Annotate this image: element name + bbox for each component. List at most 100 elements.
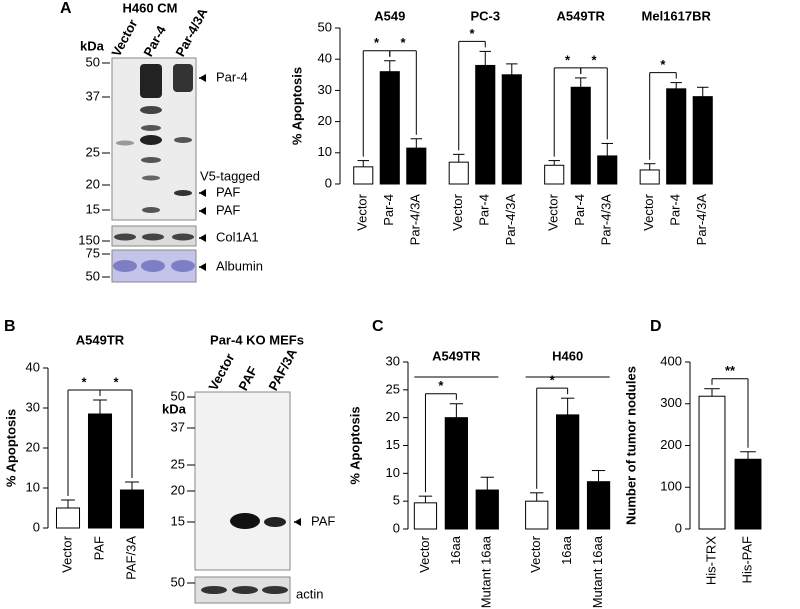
- y-axis-label: % Apoptosis: [347, 406, 362, 484]
- y-tick-label: 100: [660, 479, 682, 494]
- significance-label: *: [591, 52, 597, 67]
- y-tick-label: 5: [393, 493, 400, 508]
- y-tick-label: 40: [318, 51, 332, 66]
- bar: [406, 147, 427, 185]
- significance-label: *: [401, 35, 407, 50]
- panel-label: C: [372, 318, 384, 335]
- x-tick-label: Mutant 16aa: [590, 535, 605, 608]
- marker-label: 15: [86, 201, 100, 216]
- arrow-head: [199, 189, 206, 197]
- x-tick-label: Vector: [641, 193, 656, 231]
- bar: [448, 161, 469, 185]
- blot-a-col1a1-strip: [111, 225, 197, 247]
- y-tick-label: 15: [386, 437, 400, 452]
- x-tick-label: Vector: [528, 535, 543, 573]
- y-tick-label: 0: [393, 520, 400, 535]
- x-tick-label: Vector: [417, 535, 432, 573]
- significance-label: *: [660, 57, 666, 72]
- marker-label: 15: [171, 513, 185, 528]
- bar: [119, 489, 145, 529]
- x-tick-label: 16aa: [448, 535, 463, 565]
- y-tick-label: 200: [660, 437, 682, 452]
- bar: [475, 489, 499, 530]
- y-tick-label: 20: [26, 439, 40, 454]
- lane-label: Vector: [108, 17, 140, 59]
- bar: [525, 500, 549, 530]
- x-tick-label: Par-4/3A: [694, 194, 709, 246]
- x-tick-label: Vector: [355, 193, 370, 231]
- group-title: A549: [374, 8, 405, 23]
- bar: [501, 74, 522, 185]
- lane-label: Par-4/3A: [172, 5, 210, 59]
- significance-label: *: [550, 373, 556, 388]
- lane-label: Vector: [205, 351, 237, 393]
- blot-a-albumin-strip: [111, 249, 197, 283]
- bar: [597, 155, 618, 185]
- marker-label: 75: [86, 245, 100, 260]
- arrow-head: [294, 518, 301, 526]
- x-tick-label: Vector: [59, 535, 74, 573]
- bar: [475, 64, 496, 185]
- bar: [666, 88, 687, 185]
- y-tick-label: 300: [660, 395, 682, 410]
- blot-label: PAF: [216, 184, 240, 199]
- group-title: PC-3: [470, 8, 500, 23]
- marker-label: 150: [78, 232, 100, 247]
- significance-label: *: [374, 35, 380, 50]
- panel-label: D: [650, 318, 662, 335]
- group-title: A549TR: [557, 8, 606, 23]
- blot-b-image: [194, 391, 291, 571]
- panel-label: A: [60, 0, 72, 17]
- blot-label: PAF: [216, 202, 240, 217]
- blot-label: actin: [296, 586, 323, 601]
- marker-label: 37: [86, 88, 100, 103]
- bar: [87, 413, 113, 529]
- kda-label: kDa: [162, 401, 187, 416]
- significance-label: **: [725, 363, 736, 378]
- marker-label: 50: [171, 388, 185, 403]
- blot-label: Col1A1: [216, 229, 259, 244]
- x-tick-label: His-TRX: [703, 536, 718, 585]
- y-tick-label: 10: [386, 465, 400, 480]
- blot-label: Albumin: [216, 258, 263, 273]
- x-tick-label: 16aa: [559, 535, 574, 565]
- y-tick-label: 400: [660, 353, 682, 368]
- arrow-head: [199, 263, 206, 271]
- y-tick-label: 50: [318, 19, 332, 34]
- significance-label: *: [113, 374, 119, 389]
- bar: [639, 169, 660, 185]
- x-tick-label: Par-4/3A: [408, 194, 423, 246]
- bar: [698, 395, 726, 530]
- marker-label: 25: [86, 144, 100, 159]
- marker-label: 20: [171, 482, 185, 497]
- significance-label: *: [469, 26, 475, 41]
- x-tick-label: Vector: [450, 193, 465, 231]
- y-tick-label: 0: [33, 519, 40, 534]
- y-tick-label: 0: [325, 175, 332, 190]
- lane-label: PAF/3A: [265, 345, 300, 393]
- bar: [379, 71, 400, 185]
- group-title: A549TR: [432, 348, 481, 363]
- blot-b-actin-strip: [194, 576, 291, 604]
- significance-label: *: [565, 52, 571, 67]
- x-tick-label: Par-4/3A: [599, 194, 614, 246]
- y-tick-label: 0: [675, 520, 682, 535]
- y-tick-label: 25: [386, 381, 400, 396]
- blot-title: Par-4 KO MEFs: [210, 332, 304, 347]
- marker-label: 50: [171, 574, 185, 589]
- x-tick-label: Vector: [546, 193, 561, 231]
- lane-label: PAF: [235, 364, 260, 393]
- y-tick-label: 20: [318, 113, 332, 128]
- marker-label: 50: [86, 268, 100, 283]
- marker-label: 25: [171, 456, 185, 471]
- arrow-head: [199, 234, 206, 242]
- bar: [55, 507, 81, 529]
- marker-label: 50: [86, 54, 100, 69]
- arrow-head: [199, 207, 206, 215]
- marker-label: 20: [86, 176, 100, 191]
- significance-label: *: [81, 374, 87, 389]
- panel-label: B: [4, 318, 16, 335]
- blot-title: H460 CM: [123, 0, 178, 15]
